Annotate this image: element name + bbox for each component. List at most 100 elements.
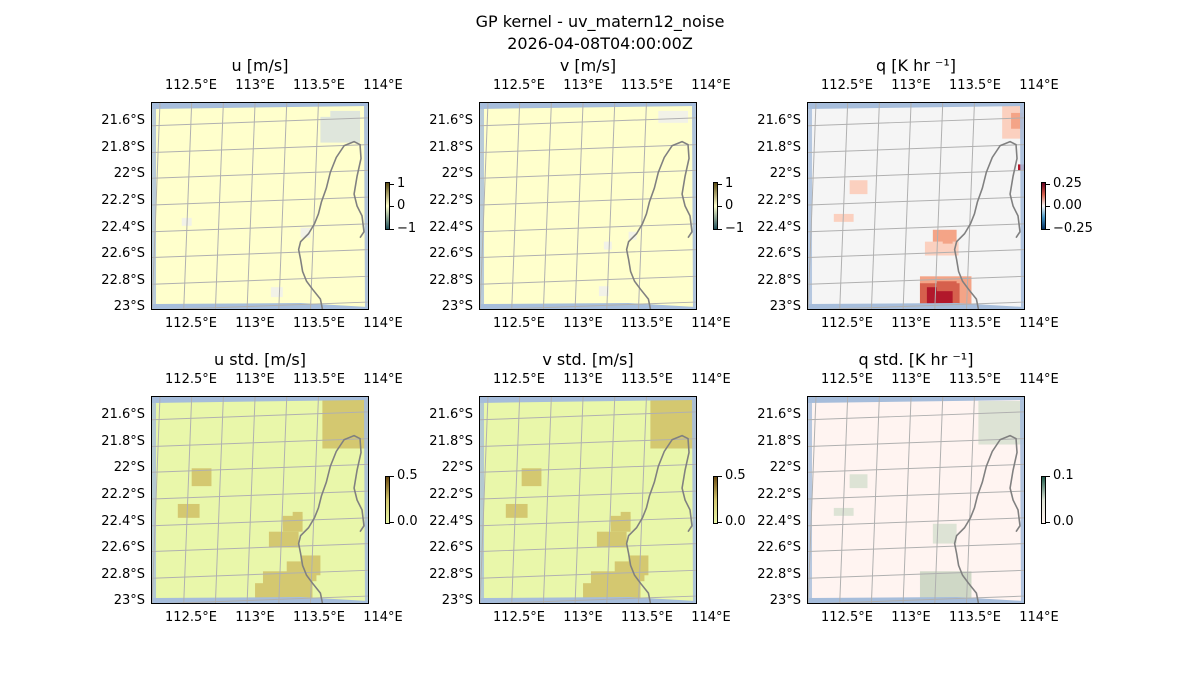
lat-tick-label: 22.2°S xyxy=(101,193,145,208)
field-cell xyxy=(330,110,361,121)
lon-tick-label: 112.5°E xyxy=(493,316,545,331)
panel-title-q-std: q std. [K hr ⁻¹] xyxy=(858,350,974,369)
field-cell xyxy=(320,116,361,143)
lat-tick-label: 22.4°S xyxy=(101,220,145,235)
colorbar-tick-mark xyxy=(390,522,394,523)
lon-tick-label: 113°E xyxy=(563,316,603,331)
figure-timestamp: 2026-04-08T04:00:00Z xyxy=(507,34,693,53)
colorbar-tick-label: 0 xyxy=(397,198,406,213)
lat-tick-label: 22.6°S xyxy=(429,246,473,261)
lat-tick-label: 21.6°S xyxy=(757,113,801,128)
field-cell xyxy=(191,468,212,487)
colorbar-tick-mark xyxy=(390,229,394,230)
field-cell xyxy=(505,503,528,518)
lon-tick-label: 114°E xyxy=(1019,372,1059,387)
lon-tick-label: 112.5°E xyxy=(821,78,873,93)
colorbar-tick-label: 1 xyxy=(725,176,734,191)
lon-tick-label: 113.5°E xyxy=(293,78,345,93)
lat-tick-label: 21.8°S xyxy=(101,140,145,155)
colorbar-tick-label: −0.25 xyxy=(1053,221,1093,236)
lat-tick-label: 22.2°S xyxy=(429,193,473,208)
colorbar-tick-mark xyxy=(1046,229,1050,230)
ocean-edge xyxy=(480,397,696,403)
gridlines xyxy=(480,397,696,603)
lon-tick-label: 112.5°E xyxy=(493,78,545,93)
map-q-std xyxy=(807,396,1025,604)
lon-tick-label: 112.5°E xyxy=(821,372,873,387)
colorbar-tick-label: 0.25 xyxy=(1053,176,1082,191)
lon-tick-label: 114°E xyxy=(1019,610,1059,625)
colorbar-tick-mark xyxy=(390,184,394,185)
gridlines xyxy=(808,397,1024,603)
field-cell xyxy=(628,555,649,576)
lon-tick-label: 114°E xyxy=(691,316,731,331)
panel-title-v-std: v std. [m/s] xyxy=(542,350,634,369)
lat-tick-label: 22.4°S xyxy=(429,514,473,529)
ocean-edge xyxy=(691,397,696,603)
colorbar-tick-label: 0.5 xyxy=(725,468,746,483)
lat-tick-label: 22.8°S xyxy=(429,567,473,582)
lon-tick-label: 113°E xyxy=(891,78,931,93)
lat-tick-label: 22.6°S xyxy=(101,540,145,555)
lon-tick-label: 113°E xyxy=(563,78,603,93)
lat-tick-label: 22.2°S xyxy=(757,193,801,208)
lon-tick-label: 114°E xyxy=(363,316,403,331)
lat-tick-label: 23°S xyxy=(441,299,473,314)
ocean-edge xyxy=(480,397,485,603)
lat-tick-label: 21.8°S xyxy=(429,140,473,155)
lon-tick-label: 112.5°E xyxy=(165,78,217,93)
colorbar-tick-label: 0.0 xyxy=(725,514,746,529)
ocean-edge xyxy=(363,397,368,603)
colorbar-tick-mark xyxy=(1046,476,1050,477)
map-canvas xyxy=(152,103,368,309)
field-cell xyxy=(849,474,868,489)
colorbar-tick-mark xyxy=(390,476,394,477)
lon-tick-label: 113°E xyxy=(563,372,603,387)
lat-tick-label: 22°S xyxy=(769,166,801,181)
lat-tick-label: 21.8°S xyxy=(101,434,145,449)
field-cell xyxy=(926,287,953,306)
lat-tick-label: 21.6°S xyxy=(757,407,801,422)
lon-tick-label: 113.5°E xyxy=(621,78,673,93)
ocean-edge xyxy=(808,397,1024,403)
panel-title-u-std: u std. [m/s] xyxy=(214,350,306,369)
map-v xyxy=(479,102,697,310)
gridlines xyxy=(808,103,1024,309)
lat-tick-label: 21.6°S xyxy=(429,113,473,128)
colorbar-tick-mark xyxy=(1046,522,1050,523)
lon-tick-label: 112.5°E xyxy=(493,372,545,387)
lon-tick-label: 112.5°E xyxy=(165,316,217,331)
field-cell xyxy=(268,531,299,548)
lon-tick-label: 112.5°E xyxy=(821,610,873,625)
map-canvas xyxy=(480,397,696,603)
colorbar-tick-mark xyxy=(390,206,394,207)
ocean-edge xyxy=(363,103,368,309)
field-cell xyxy=(658,110,689,123)
colorbar-tick-label: 1 xyxy=(397,176,406,191)
ocean-edge xyxy=(480,103,696,109)
colorbar-tick-mark xyxy=(718,476,722,477)
lat-tick-label: 22°S xyxy=(113,166,145,181)
lat-tick-label: 22.4°S xyxy=(757,220,801,235)
field-cell xyxy=(596,531,627,548)
field-cell xyxy=(270,287,283,298)
colorbar-v-std xyxy=(713,476,718,524)
colorbar-tick-mark xyxy=(1046,206,1050,207)
lat-tick-label: 22.4°S xyxy=(429,220,473,235)
field-cell xyxy=(1011,112,1023,129)
lat-tick-label: 23°S xyxy=(113,299,145,314)
lon-tick-label: 112.5°E xyxy=(165,610,217,625)
lat-tick-label: 22.8°S xyxy=(757,567,801,582)
lat-tick-label: 21.8°S xyxy=(429,434,473,449)
ocean-edge xyxy=(1019,397,1024,603)
field-cell xyxy=(177,503,200,518)
lat-tick-label: 22.2°S xyxy=(757,487,801,502)
lat-tick-label: 22°S xyxy=(441,166,473,181)
colorbar-tick-label: 0 xyxy=(725,198,734,213)
field-cell xyxy=(300,555,321,576)
lon-tick-label: 113.5°E xyxy=(293,372,345,387)
lat-tick-label: 22.8°S xyxy=(757,273,801,288)
colorbar-v xyxy=(713,182,718,230)
map-q xyxy=(807,102,1025,310)
lon-tick-label: 113.5°E xyxy=(949,610,1001,625)
